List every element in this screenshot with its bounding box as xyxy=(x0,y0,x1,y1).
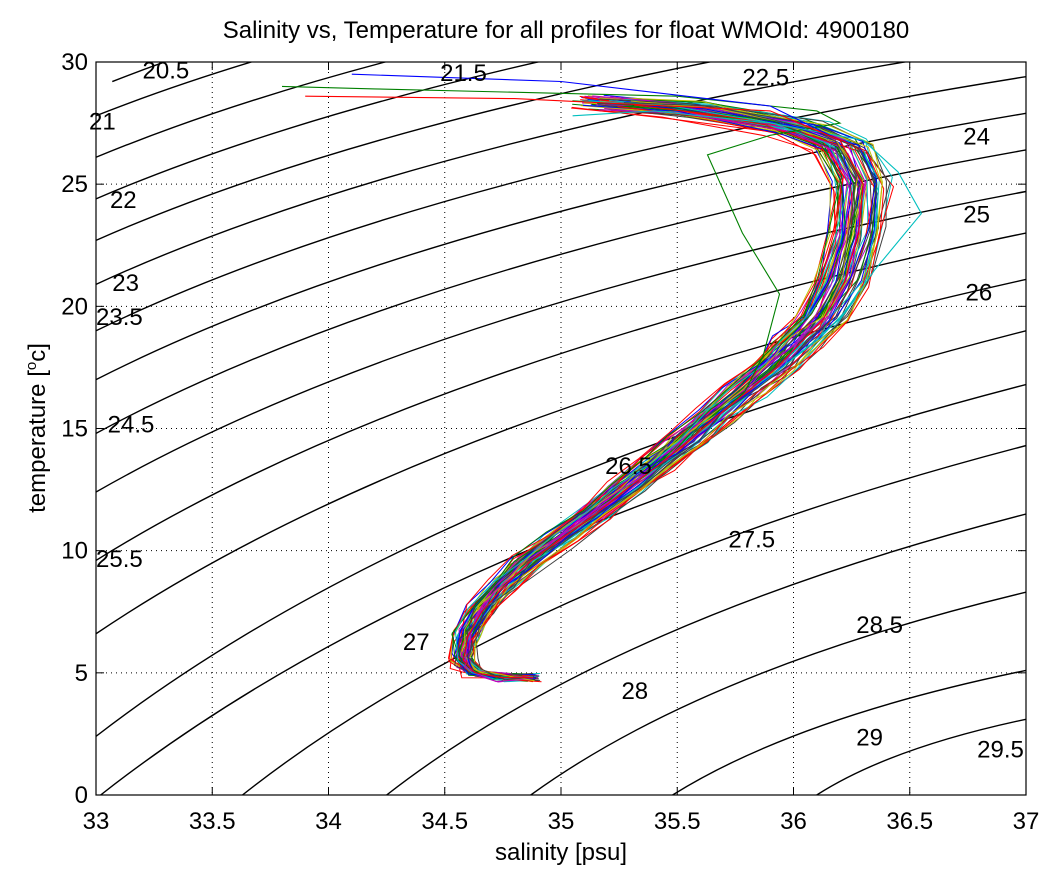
profile-line xyxy=(451,97,833,680)
x-tick-label: 33 xyxy=(83,808,110,835)
density-contour-26.5 xyxy=(96,330,1026,737)
contour-label-28.5: 28.5 xyxy=(856,612,903,639)
profile-line xyxy=(451,100,843,680)
profile-lines xyxy=(281,73,923,683)
contour-labels: 20.5 21 21.5 22 22.5 23 23.5 24 24.5 25 25.5 26 26.5… xyxy=(89,57,1024,763)
density-contour-22 xyxy=(96,62,542,200)
y-axis-label-end: c] xyxy=(24,343,51,362)
density-contour-21.5 xyxy=(96,62,388,158)
contour-label-25.5: 25.5 xyxy=(96,546,143,573)
contour-label-24: 24 xyxy=(963,123,990,150)
x-tick-label: 35 xyxy=(548,808,575,835)
profile-line xyxy=(472,104,885,677)
y-axis-label: temperature [oc] xyxy=(23,343,51,513)
profile-line xyxy=(466,102,878,681)
y-tick-label: 25 xyxy=(61,171,88,198)
profile-line xyxy=(464,101,878,678)
density-contour-29.5 xyxy=(816,718,1026,795)
contour-label-25: 25 xyxy=(963,201,990,228)
profile-line xyxy=(454,104,860,682)
contour-label-23: 23 xyxy=(112,270,139,297)
density-contour-23.5 xyxy=(96,75,1026,332)
x-tick-label: 34 xyxy=(315,808,342,835)
x-tick-label: 34.5 xyxy=(421,808,468,835)
contour-label-26: 26 xyxy=(966,280,993,307)
profile-line xyxy=(468,101,891,681)
contour-label-22.5: 22.5 xyxy=(742,65,789,92)
y-tick-label: 0 xyxy=(75,782,88,809)
density-contour-27 xyxy=(100,383,1026,795)
x-axis-label: salinity [psu] xyxy=(495,839,627,866)
density-contour-28 xyxy=(386,513,1026,795)
x-tick-label: 36 xyxy=(780,808,807,835)
y-tick-label: 30 xyxy=(61,49,88,76)
y-tick-label: 15 xyxy=(61,416,88,443)
density-contour-29 xyxy=(672,669,1026,795)
profile-line xyxy=(447,97,843,677)
density-contour-27.5 xyxy=(242,444,1026,795)
x-tick-label: 33.5 xyxy=(189,808,236,835)
contour-label-29.5: 29.5 xyxy=(977,737,1024,764)
profile-line xyxy=(454,100,850,681)
y-tick-label: 5 xyxy=(75,660,88,687)
density-contour-21 xyxy=(96,62,254,117)
chart-title: Salinity vs, Temperature for all profile… xyxy=(223,17,910,44)
x-tick-label: 36.5 xyxy=(886,808,933,835)
contour-label-26.5: 26.5 xyxy=(605,453,652,480)
y-tick-label: 20 xyxy=(61,293,88,320)
density-contour-26 xyxy=(96,278,1026,635)
contour-label-22: 22 xyxy=(110,187,137,214)
contour-label-28: 28 xyxy=(621,678,648,705)
contour-label-23.5: 23.5 xyxy=(96,304,143,331)
profile-line xyxy=(456,95,844,676)
y-tick-label: 10 xyxy=(61,538,88,565)
axis-ticks: 33 33.5 34 34.5 35 35.5 36 36.5 37 0 5 10 15 20 25 30 xyxy=(61,49,1039,835)
profile-line-outlier xyxy=(305,95,864,679)
contour-label-20.5: 20.5 xyxy=(143,57,190,84)
contour-label-24.5: 24.5 xyxy=(108,412,155,439)
density-contour-23 xyxy=(96,62,909,285)
profile-line xyxy=(464,98,857,677)
contour-label-27.5: 27.5 xyxy=(728,526,775,553)
x-tick-label: 37 xyxy=(1013,808,1040,835)
density-contour-28.5 xyxy=(530,591,1026,795)
y-axis-label-sup: o xyxy=(23,362,40,370)
contour-label-27: 27 xyxy=(403,629,430,656)
contour-label-21.5: 21.5 xyxy=(440,60,487,87)
contour-label-29: 29 xyxy=(856,724,883,751)
profile-line xyxy=(454,103,855,679)
y-axis-label-main: temperature [ xyxy=(24,370,51,513)
x-tick-label: 35.5 xyxy=(654,808,701,835)
density-contour-22.5 xyxy=(96,62,714,242)
contour-label-21: 21 xyxy=(89,109,116,136)
